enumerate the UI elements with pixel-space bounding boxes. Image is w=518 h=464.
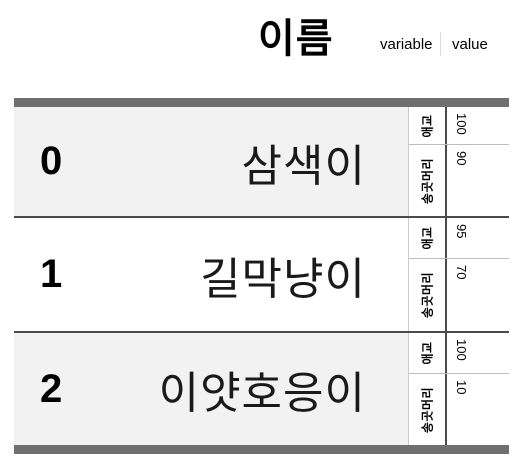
variable-cell: 송곳머리 — [409, 145, 447, 216]
variable-cell: 애교 — [409, 333, 447, 373]
sub-row: 송곳머리 70 — [409, 259, 509, 331]
value-column-header: value — [452, 36, 488, 53]
value-label: 100 — [454, 339, 469, 361]
table-bottom-rule — [14, 445, 509, 454]
sub-row: 송곳머리 90 — [409, 145, 509, 216]
variable-value-group: 애교 100 송곳머리 90 — [408, 107, 509, 216]
row-index: 0 — [40, 139, 63, 183]
value-cell: 70 — [447, 259, 509, 331]
name-value: 삼색이 — [241, 140, 366, 192]
variable-cell: 송곳머리 — [409, 374, 447, 445]
variable-label: 애교 — [420, 113, 435, 138]
name-value: 이얏호응이 — [158, 368, 366, 419]
name-column-header: 이름 — [258, 16, 334, 62]
sub-row: 애교 95 — [409, 218, 509, 258]
sub-row: 애교 100 — [409, 107, 509, 144]
name-value: 길막냥이 — [200, 253, 366, 305]
sub-row-divider — [409, 258, 509, 259]
variable-value-group: 애교 100 송곳머리 10 — [408, 333, 509, 445]
variable-cell: 송곳머리 — [409, 259, 447, 331]
value-cell: 90 — [447, 145, 509, 216]
table-row: 길막냥이 1 애교 95 송곳머리 70 — [14, 218, 509, 331]
row-divider — [14, 216, 509, 218]
header-divider — [440, 32, 441, 56]
value-cell: 95 — [447, 218, 509, 258]
variable-label: 애교 — [420, 226, 435, 250]
variable-label: 송곳머리 — [420, 386, 435, 433]
variable-cell: 애교 — [409, 107, 447, 144]
row-index: 2 — [40, 366, 63, 411]
variable-label: 송곳머리 — [420, 271, 435, 319]
name-cell: 삼색이 — [14, 107, 408, 216]
table-header: 이름 variable value — [0, 0, 518, 98]
value-label: 70 — [454, 265, 469, 280]
name-cell: 이얏호응이 — [14, 333, 408, 445]
variable-label: 송곳머리 — [420, 157, 435, 204]
value-label: 100 — [454, 113, 469, 135]
value-label: 95 — [454, 224, 469, 239]
table-row: 이얏호응이 2 애교 100 송곳머리 10 — [14, 333, 509, 445]
table-row: 삼색이 0 애교 100 송곳머리 90 — [14, 107, 509, 216]
name-cell: 길막냥이 — [14, 218, 408, 331]
row-divider — [14, 331, 509, 333]
variable-column-header: variable — [380, 36, 433, 53]
value-label: 90 — [454, 151, 469, 166]
variable-cell: 애교 — [409, 218, 447, 258]
variable-label: 애교 — [420, 341, 435, 365]
value-label: 10 — [454, 380, 469, 395]
sub-row: 애교 100 — [409, 333, 509, 373]
sub-row-divider — [409, 144, 509, 145]
row-index: 1 — [40, 252, 63, 296]
variable-value-group: 애교 95 송곳머리 70 — [408, 218, 509, 331]
sub-row-divider — [409, 373, 509, 374]
value-cell: 100 — [447, 107, 509, 144]
table-top-rule — [14, 98, 509, 107]
value-cell: 10 — [447, 374, 509, 445]
value-cell: 100 — [447, 333, 509, 373]
sub-row: 송곳머리 10 — [409, 374, 509, 445]
